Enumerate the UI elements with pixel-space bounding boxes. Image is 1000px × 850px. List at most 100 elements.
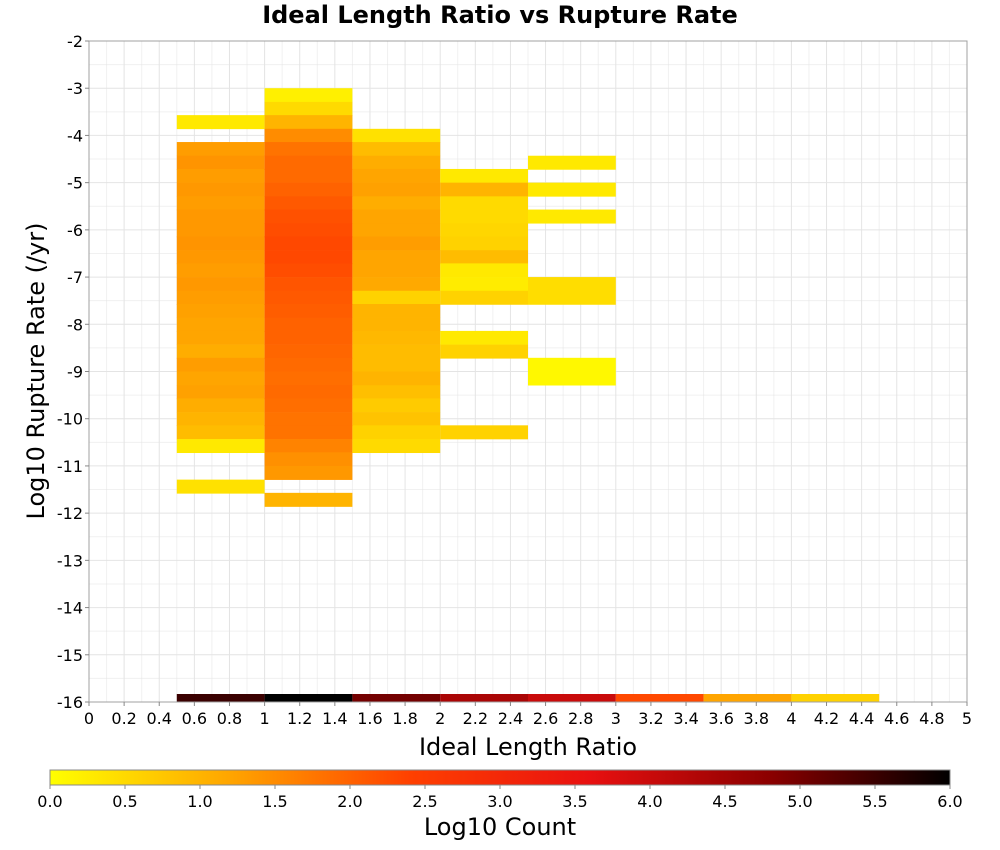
x-tick-label: 4.4 — [849, 709, 874, 728]
x-tick-label: 0.4 — [147, 709, 172, 728]
x-tick-label: 0.2 — [111, 709, 136, 728]
x-axis-label: Ideal Length Ratio — [419, 733, 637, 761]
heatmap-cell — [352, 277, 441, 292]
heatmap-cell — [440, 330, 528, 345]
heatmap-cell — [352, 290, 441, 305]
y-tick-label: -7 — [67, 268, 83, 287]
y-tick-label: -12 — [57, 504, 83, 523]
heatmap-cell — [176, 115, 265, 130]
heatmap-cell — [264, 142, 353, 157]
heatmap-cell — [440, 425, 528, 440]
heatmap-cell — [352, 263, 441, 278]
y-tick-label: -3 — [67, 79, 83, 98]
chart-title: Ideal Length Ratio vs Rupture Rate — [262, 1, 738, 29]
y-tick-label: -5 — [67, 174, 83, 193]
heatmap-cell — [352, 182, 441, 197]
colorbar-tick-label: 4.0 — [637, 792, 662, 811]
heatmap-cell — [264, 357, 353, 372]
heatmap-cell — [176, 155, 265, 170]
x-tick-label: 2.4 — [498, 709, 523, 728]
heatmap-cell — [528, 209, 616, 224]
heatmap-cell-bottom — [528, 694, 616, 702]
y-tick-label: -8 — [67, 315, 83, 334]
heatmap-cell — [352, 142, 441, 157]
heatmap-cell — [352, 317, 441, 332]
heatmap-cell — [264, 385, 353, 400]
heatmap-cell-bottom — [264, 694, 353, 702]
heatmap-cell — [176, 385, 265, 400]
heatmap-cell — [264, 236, 353, 251]
heatmap-cell — [352, 236, 441, 251]
heatmap-cell — [176, 196, 265, 211]
x-tick-label: 4.8 — [919, 709, 944, 728]
colorbar-tick-label: 1.0 — [187, 792, 212, 811]
heatmap-cell — [352, 344, 441, 359]
heatmap-cell-bottom — [176, 694, 265, 702]
colorbar-tick-label: 1.5 — [262, 792, 287, 811]
x-tick-label: 3.4 — [673, 709, 698, 728]
colorbar — [49, 769, 951, 786]
y-tick-label: -14 — [57, 599, 83, 618]
heatmap-cell — [264, 223, 353, 238]
heatmap-cell — [528, 277, 616, 292]
y-tick-label: -2 — [67, 32, 83, 51]
heatmap-cell — [440, 344, 528, 359]
y-axis-ticks: -2 -3 -4 -5 -6 -7 -8 -9 -10 -11 -12 -13 -14 -15 -16 — [57, 32, 89, 712]
heatmap-cell-bottom — [615, 694, 704, 702]
y-tick-label: -15 — [57, 646, 83, 665]
heatmap-cell — [264, 439, 353, 454]
heatmap-cell — [440, 209, 528, 224]
heatmap-cell — [352, 425, 441, 440]
heatmap-cell — [264, 492, 353, 507]
heatmap-cell — [176, 263, 265, 278]
heatmap-cell-bottom — [440, 694, 528, 702]
colorbar-ticks: 0.0 0.5 1.0 1.5 2.0 2.5 3.0 3.5 4.0 4.5 5.0 5.5 6.0 — [37, 785, 963, 811]
heatmap-cell — [264, 182, 353, 197]
heatmap-cell — [440, 236, 528, 251]
heatmap-cell — [176, 182, 265, 197]
heatmap-cell — [352, 398, 441, 413]
heatmap-cell — [176, 209, 265, 224]
x-tick-label: 2.2 — [463, 709, 488, 728]
heatmap-cell — [176, 277, 265, 292]
colorbar-tick-label: 5.5 — [862, 792, 887, 811]
heatmap-cell — [264, 88, 353, 103]
heatmap-cell — [352, 385, 441, 400]
x-tick-label: 4 — [786, 709, 796, 728]
heatmap-cell — [352, 250, 441, 265]
heatmap-cell — [264, 398, 353, 413]
heatmap-cell — [264, 128, 353, 143]
x-tick-label: 2.6 — [533, 709, 558, 728]
x-tick-label: 5 — [962, 709, 972, 728]
heatmap-cells — [176, 88, 880, 702]
x-tick-label: 3.6 — [708, 709, 733, 728]
heatmap-cell — [264, 168, 353, 183]
colorbar-tick-label: 0.0 — [37, 792, 62, 811]
heatmap-cell — [176, 223, 265, 238]
heatmap-cell — [264, 412, 353, 427]
y-tick-label: -6 — [67, 221, 83, 240]
heatmap-cell — [176, 236, 265, 251]
heatmap-cell — [352, 223, 441, 238]
x-tick-label: 2 — [435, 709, 445, 728]
heatmap-cell-bottom — [352, 694, 441, 702]
heatmap-cell — [176, 317, 265, 332]
heatmap-cell — [440, 196, 528, 211]
heatmap-cell — [352, 330, 441, 345]
heatmap-cell — [440, 250, 528, 265]
heatmap-cell — [264, 303, 353, 318]
x-tick-label: 4.6 — [884, 709, 909, 728]
x-tick-label: 0 — [84, 709, 94, 728]
x-tick-label: 3.2 — [638, 709, 663, 728]
y-tick-label: -13 — [57, 551, 83, 570]
heatmap-cell — [352, 371, 441, 386]
heatmap-cell — [176, 344, 265, 359]
heatmap-cell — [176, 412, 265, 427]
heatmap-cell — [264, 155, 353, 170]
x-tick-label: 2.8 — [568, 709, 593, 728]
x-tick-label: 1.6 — [357, 709, 382, 728]
x-tick-label: 0.6 — [182, 709, 207, 728]
heatmap-cell — [264, 115, 353, 130]
heatmap-cell — [176, 357, 265, 372]
y-axis-label: Log10 Rupture Rate (/yr) — [22, 223, 50, 520]
